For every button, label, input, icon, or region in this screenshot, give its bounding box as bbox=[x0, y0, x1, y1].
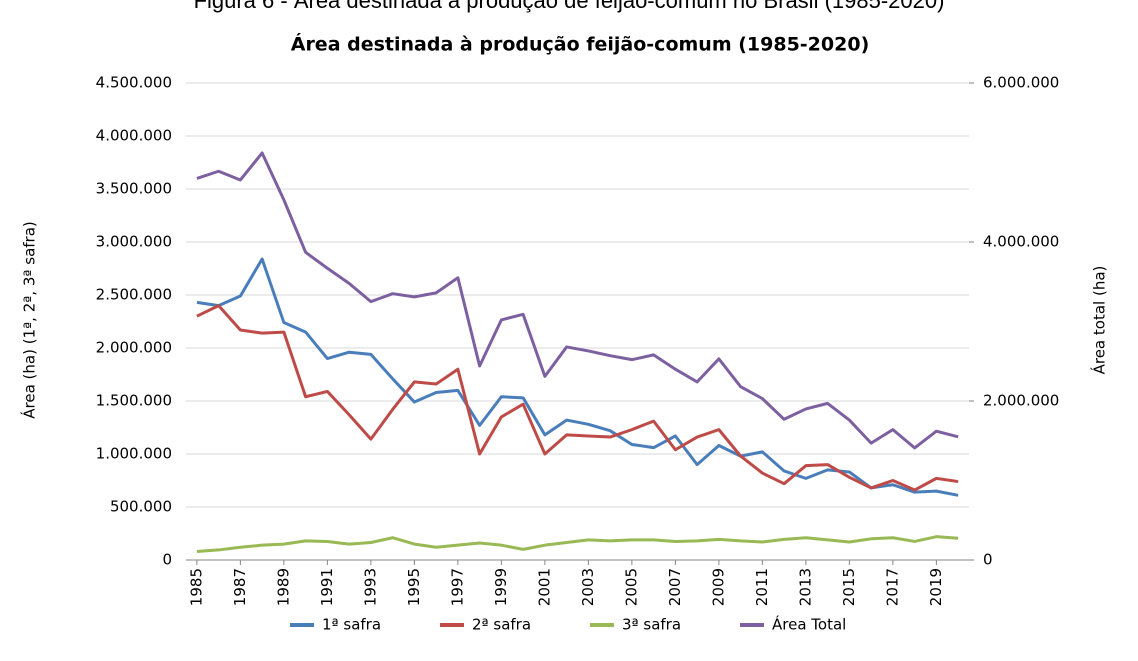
chart-title: Área destinada à produção feijão-comum (… bbox=[291, 33, 870, 56]
x-tick-label: 2005 bbox=[622, 568, 640, 606]
series-line bbox=[196, 535, 959, 554]
y-tick-label: 1.000.000 bbox=[96, 445, 172, 463]
y-tick-label: 2.000.000 bbox=[96, 339, 172, 357]
series-line bbox=[196, 257, 959, 497]
x-tick-label: 1987 bbox=[231, 568, 249, 606]
series-line bbox=[196, 304, 959, 492]
legend-label: 1ª safra bbox=[322, 616, 381, 634]
x-tick-label: 2003 bbox=[579, 568, 597, 606]
x-tick-label: 1995 bbox=[405, 568, 423, 606]
y-axis-label: Área (ha) (1ª, 2ª, 3ª safra) bbox=[20, 221, 39, 418]
x-tick-label: 1997 bbox=[448, 568, 466, 606]
x-tick-label: 2011 bbox=[753, 568, 771, 606]
x-tick-label: 1993 bbox=[361, 568, 379, 606]
legend-label: Área Total bbox=[772, 615, 846, 634]
x-tick-label: 2013 bbox=[796, 568, 814, 606]
y-tick-label: 3.500.000 bbox=[96, 180, 172, 198]
y-tick-label: 4.500.000 bbox=[96, 74, 172, 92]
x-tick-label: 2009 bbox=[709, 568, 727, 606]
y2-tick-label: 0 bbox=[983, 551, 993, 569]
legend-label: 3ª safra bbox=[622, 616, 681, 634]
y2-tick-label: 2.000.000 bbox=[983, 392, 1059, 410]
y-tick-label: 3.000.000 bbox=[96, 233, 172, 251]
x-tick-label: 2007 bbox=[666, 568, 684, 606]
x-tick-label: 1999 bbox=[492, 568, 510, 606]
series-line bbox=[196, 151, 959, 450]
x-tick-label: 1985 bbox=[187, 568, 205, 606]
x-tick-label: 2015 bbox=[840, 568, 858, 606]
x-tick-label: 2019 bbox=[927, 568, 945, 606]
x-tick-label: 2017 bbox=[883, 568, 901, 606]
y2-tick-label: 4.000.000 bbox=[983, 233, 1059, 251]
y-tick-label: 4.000.000 bbox=[96, 127, 172, 145]
y2-tick-label: 6.000.000 bbox=[983, 74, 1059, 92]
y-tick-label: 0 bbox=[162, 551, 172, 569]
x-tick-label: 2001 bbox=[535, 568, 553, 606]
x-tick-label: 1991 bbox=[318, 568, 336, 606]
legend-label: 2ª safra bbox=[472, 616, 531, 634]
x-tick-label: 1989 bbox=[274, 568, 292, 606]
y-tick-label: 500.000 bbox=[110, 498, 172, 516]
figure-caption: Figura 6 - Área destinada à produção de … bbox=[194, 0, 945, 13]
y-tick-label: 1.500.000 bbox=[96, 392, 172, 410]
y-tick-label: 2.500.000 bbox=[96, 286, 172, 304]
y2-axis-label: Área total (ha) bbox=[1090, 266, 1109, 375]
